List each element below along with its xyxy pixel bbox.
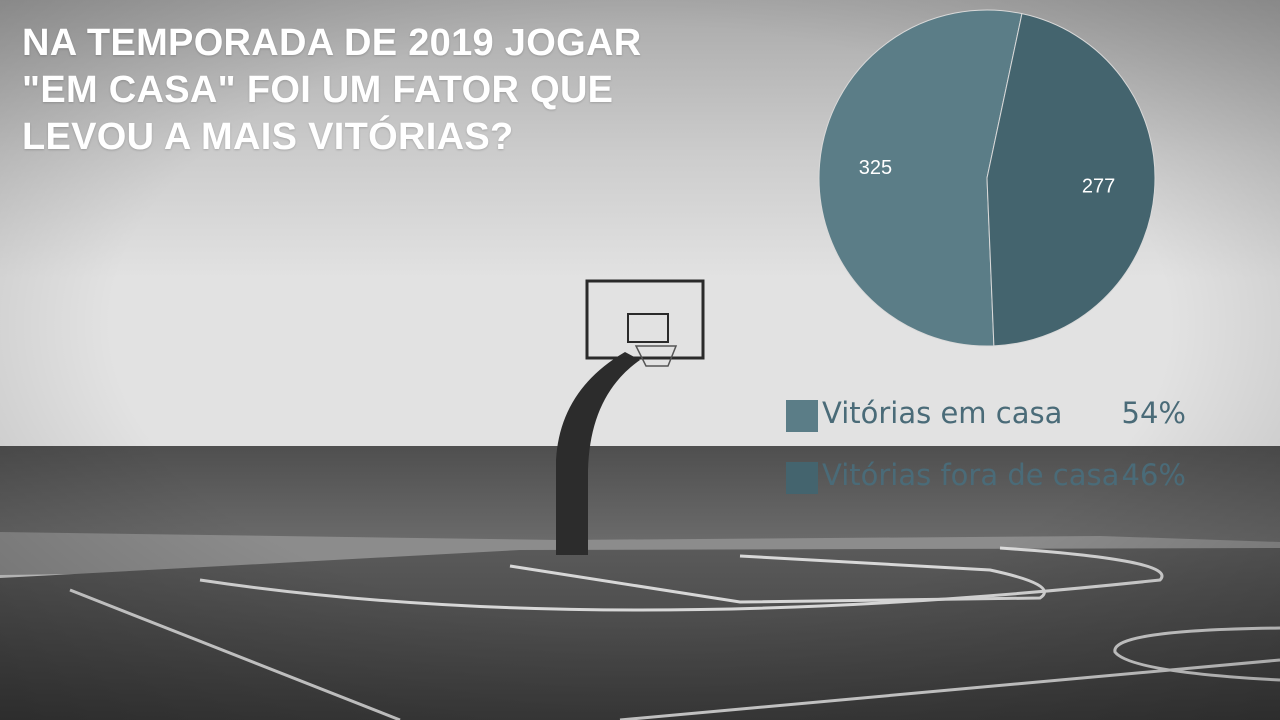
legend-item-1: Vitórias em casa 54% <box>786 394 1206 438</box>
slice-value-label-1: 325 <box>859 157 892 179</box>
legend-percent: 46% <box>1121 458 1186 492</box>
page-title: NA TEMPORADA DE 2019 JOGAR "EM CASA" FOI… <box>22 22 642 158</box>
legend-label: Vitórias em casa <box>822 396 1063 430</box>
slice-value-label-2: 277 <box>1082 176 1115 198</box>
legend-swatch <box>786 400 818 432</box>
pie-slice-1 <box>818 9 1023 347</box>
chart-legend: Vitórias em casa 54% Vitórias fora de casa… <box>786 394 1206 518</box>
legend-label: Vitórias fora de casa <box>822 458 1120 492</box>
legend-percent: 54% <box>1121 396 1186 430</box>
pie-chart: 325 277 <box>818 9 1156 347</box>
pie-slice-2 <box>986 13 1156 347</box>
legend-swatch <box>786 462 818 494</box>
legend-item-2: Vitórias fora de casa 46% <box>786 456 1206 500</box>
